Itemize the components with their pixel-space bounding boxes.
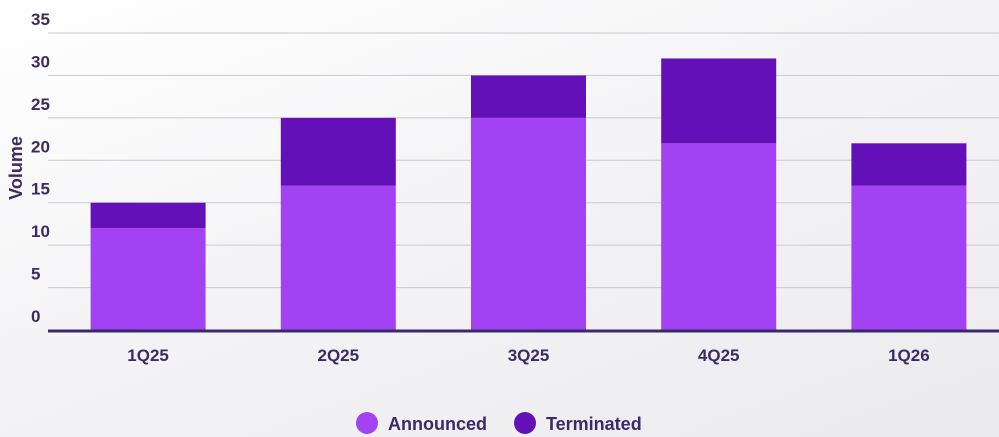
- bar-terminated-4q25: [661, 58, 777, 144]
- y-tick-label: 35: [31, 10, 50, 29]
- y-tick-label: 5: [31, 265, 40, 284]
- x-category-label: 1Q26: [888, 346, 930, 365]
- bar-terminated-3q25: [471, 75, 586, 118]
- y-axis-ticks: 0 5 10 15 20 25 30 35: [31, 10, 50, 326]
- bar-announced-1q26: [851, 185, 967, 330]
- y-tick-label: 10: [31, 222, 50, 241]
- bars: [90, 58, 967, 330]
- bar-terminated-1q25: [90, 202, 206, 229]
- legend-swatch: [356, 412, 378, 434]
- y-axis-title: Volume: [6, 136, 26, 200]
- legend-label: Terminated: [546, 414, 642, 434]
- x-category-label: 4Q25: [698, 346, 740, 365]
- bar-announced-1q25: [90, 228, 206, 330]
- legend-item-announced: Announced: [356, 412, 487, 434]
- bar-terminated-2q25: [280, 117, 396, 186]
- bar-announced-2q25: [280, 185, 396, 330]
- x-category-label: 1Q25: [127, 346, 169, 365]
- legend-label: Announced: [388, 414, 487, 434]
- legend: Announced Terminated: [356, 412, 642, 434]
- y-tick-label: 0: [31, 307, 40, 326]
- legend-swatch: [514, 412, 536, 434]
- legend-item-terminated: Terminated: [514, 412, 642, 434]
- bar-announced-3q25: [471, 117, 586, 330]
- y-tick-label: 25: [31, 95, 50, 114]
- y-tick-label: 15: [31, 180, 50, 199]
- x-category-label: 3Q25: [508, 346, 550, 365]
- bar-announced-4q25: [661, 143, 777, 330]
- x-axis-categories: 1Q25 2Q25 3Q25 4Q25 1Q26: [127, 346, 929, 365]
- y-tick-label: 30: [31, 52, 50, 71]
- bar-terminated-1q26: [851, 143, 967, 186]
- y-tick-label: 20: [31, 137, 50, 156]
- x-category-label: 2Q25: [318, 346, 360, 365]
